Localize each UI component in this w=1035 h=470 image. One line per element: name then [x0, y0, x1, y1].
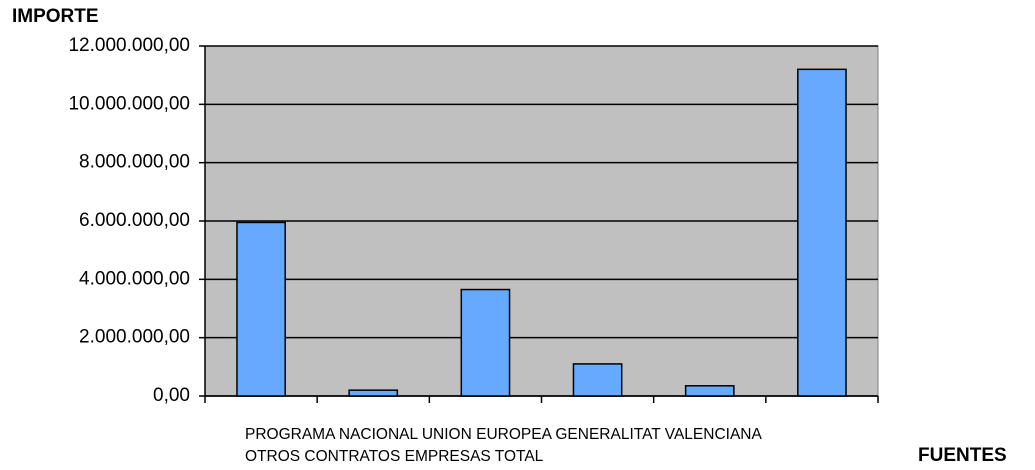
- bar: [572, 363, 623, 397]
- x-axis-title: FUENTES: [918, 445, 1007, 466]
- bar: [348, 389, 399, 397]
- bar: [236, 221, 286, 397]
- x-tick-label: OTROS CONTRATOS: [245, 448, 401, 465]
- y-axis-title: IMPORTE: [12, 6, 99, 27]
- x-tick-label: EMPRESAS: [404, 448, 491, 465]
- bar: [797, 68, 847, 397]
- x-tick-label: GENERALITAT VALENCIANA: [555, 426, 761, 443]
- x-tick-label: UNION EUROPEA: [421, 426, 552, 443]
- x-tick-label: PROGRAMA NACIONAL: [245, 426, 418, 443]
- y-tick-label: 4.000.000,00: [79, 268, 190, 289]
- bar: [684, 385, 735, 397]
- x-tick-label: TOTAL: [494, 448, 544, 465]
- y-tick-label: 10.000.000,00: [68, 93, 190, 114]
- bar: [460, 288, 511, 397]
- y-tick-label: 8.000.000,00: [79, 152, 190, 173]
- y-tick-label: 0,00: [153, 385, 190, 406]
- y-tick-label: 12.000.000,00: [68, 35, 190, 56]
- y-tick-label: 6.000.000,00: [79, 210, 190, 231]
- category-labels: PROGRAMA NACIONAL UNION EUROPEA GENERALI…: [245, 424, 815, 468]
- y-tick-label: 2.000.000,00: [79, 327, 190, 348]
